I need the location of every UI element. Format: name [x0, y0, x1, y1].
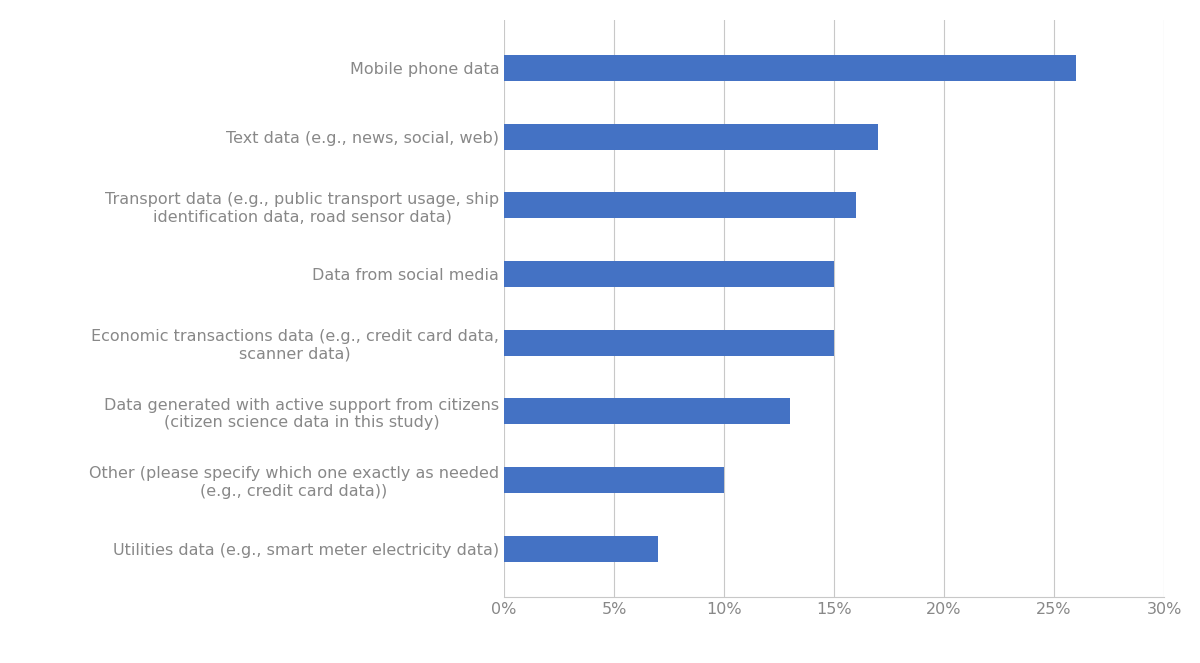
Bar — [504, 192, 856, 218]
Bar — [504, 398, 790, 424]
Bar — [504, 123, 878, 150]
Bar — [504, 261, 834, 287]
Bar — [504, 536, 658, 562]
Bar — [504, 467, 724, 493]
Bar — [504, 55, 1076, 81]
Bar — [504, 330, 834, 355]
